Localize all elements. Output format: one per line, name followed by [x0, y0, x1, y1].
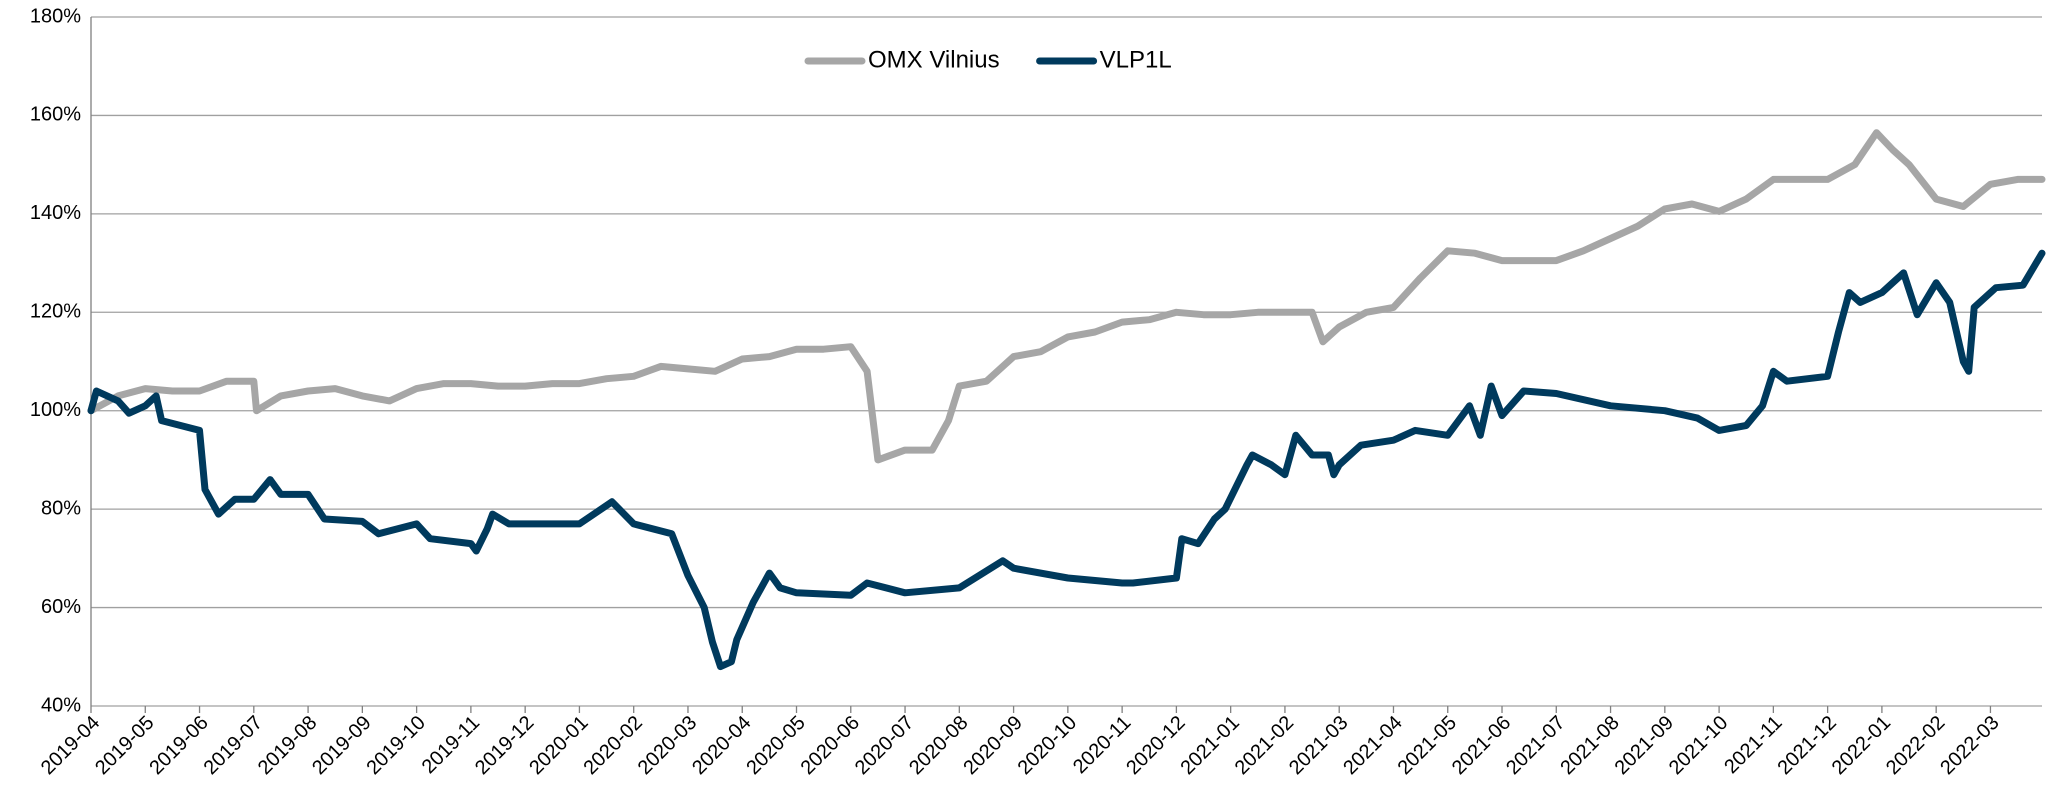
x-tick-label: 2021-06: [1448, 712, 1515, 779]
y-tick-label: 40%: [41, 694, 81, 716]
y-tick-label: 160%: [30, 104, 81, 126]
x-tick-label: 2020-02: [580, 712, 647, 779]
legend-label: OMX Vilnius: [868, 46, 1000, 73]
legend-label: VLP1L: [1100, 46, 1172, 73]
x-tick-label: 2020-05: [742, 712, 809, 779]
x-tick-label: 2019-05: [91, 712, 158, 779]
y-tick-label: 180%: [30, 5, 81, 27]
x-tick-label: 2019-08: [254, 712, 321, 779]
legend: OMX Vilnius VLP1L: [804, 46, 1172, 73]
y-tick-label: 100%: [30, 399, 81, 421]
x-tick-label: 2020-03: [634, 712, 701, 779]
x-tick-label: 2020-12: [1122, 712, 1189, 779]
x-tick-label: 2022-01: [1828, 712, 1895, 779]
x-tick-label: 2021-01: [1176, 712, 1243, 779]
y-tick-label: 80%: [41, 497, 81, 519]
x-tick-label: 2019-12: [471, 712, 538, 779]
y-tick-label: 140%: [30, 202, 81, 224]
x-tick-label: 2022-03: [1936, 712, 2003, 779]
x-tick-label: 2020-01: [525, 712, 592, 779]
y-tick-label: 60%: [41, 596, 81, 618]
x-tick-label: 2020-10: [1014, 712, 1081, 779]
x-tick-label: 2021-08: [1556, 712, 1623, 779]
x-tick-label: 2021-09: [1611, 712, 1678, 779]
x-tick-label: 2020-07: [851, 712, 918, 779]
x-tick-label: 2021-02: [1231, 712, 1298, 779]
x-tick-label: 2020-04: [688, 712, 755, 779]
x-tick-label: 2020-08: [905, 712, 972, 779]
y-tick-label: 120%: [30, 301, 81, 323]
x-tick-label: 2021-10: [1665, 712, 1732, 779]
x-tick-label: 2021-03: [1285, 712, 1352, 779]
x-tick-label: 2021-05: [1394, 712, 1461, 779]
x-tick-label: 2021-04: [1339, 712, 1406, 779]
x-tick-label: 2020-06: [797, 712, 864, 779]
x-tick-label: 2019-10: [362, 712, 429, 779]
x-tick-label: 2021-07: [1502, 712, 1569, 779]
x-tick-label: 2019-07: [200, 712, 267, 779]
x-tick-label: 2019-04: [37, 712, 104, 779]
series-line: [87, 249, 2046, 671]
x-tick-label: 2022-02: [1882, 712, 1949, 779]
x-tick-label: 2021-12: [1773, 712, 1840, 779]
x-tick-label: 2019-06: [145, 712, 212, 779]
x-tick-label: 2019-09: [308, 712, 375, 779]
series-line: [87, 129, 2046, 464]
x-tick-label: 2020-09: [959, 712, 1026, 779]
